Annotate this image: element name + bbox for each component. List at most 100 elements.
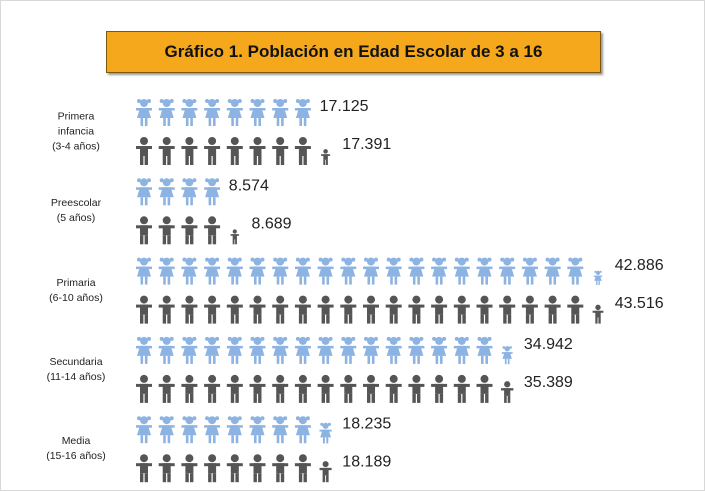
value-label: 18.235 [342,415,391,432]
icon [567,257,584,285]
value-label: 8.689 [252,216,292,233]
icon [499,257,516,285]
icon [249,416,266,444]
icon [249,454,266,483]
value-label: 43.516 [615,295,664,312]
icon [408,336,425,364]
icon [317,257,334,285]
icon [204,416,221,444]
icon [226,295,243,324]
icon [294,257,311,285]
icon [340,257,357,285]
icon [294,336,311,364]
icon [294,416,311,444]
icon [363,374,379,403]
icon [226,137,243,165]
icon [272,295,289,324]
value-label: 42.886 [615,257,664,274]
icon [499,295,516,324]
category-label: Primera infancia (3-4 años) [52,110,100,153]
category-label: Preescolar (5 años) [50,197,102,225]
icon [294,137,311,165]
icon [204,336,221,364]
value-label: 17.391 [342,136,391,153]
icon [385,374,402,403]
icon [226,454,243,483]
icon [158,374,175,403]
icon [453,374,470,403]
icon-row [136,416,332,444]
icon [158,216,175,245]
icon [544,295,561,324]
icon [431,336,448,364]
icon-row [136,216,240,245]
icon-row [136,454,332,483]
icon [204,257,221,285]
icon [204,137,221,165]
icon [181,336,198,364]
icon [136,336,152,364]
icon [272,374,289,403]
icon [500,381,514,403]
icon [249,137,266,165]
icon [453,336,470,364]
value-label: 35.389 [524,374,573,391]
icon [181,178,198,206]
category-label: Media (15-16 años) [46,435,106,463]
icon [204,374,221,403]
icon [453,295,470,324]
icon [136,454,152,483]
icon [226,374,243,403]
icon [158,99,175,126]
icon [431,295,448,324]
value-label: 18.189 [342,453,391,470]
icon [249,257,266,285]
icon [158,336,175,364]
icon [294,99,311,126]
icon [249,336,266,364]
icon [453,257,470,285]
icon [136,374,152,403]
icon [272,454,289,483]
icon [136,216,152,245]
icon-row [136,374,514,403]
icon [408,257,425,285]
icon [294,374,311,403]
icon [136,295,152,324]
icon [158,257,175,285]
icon [181,137,198,165]
icon [181,99,198,126]
icon [204,295,221,324]
icon [476,374,493,403]
icon [272,336,289,364]
category-label: Secundaria (11-14 años) [46,355,106,383]
icon [476,257,493,285]
icon [158,295,175,324]
icon [272,99,289,126]
icon [181,257,198,285]
icon [501,346,513,365]
icon [204,454,221,483]
icon [317,295,334,324]
icon [363,257,379,285]
icon [136,99,152,126]
icon [363,295,379,324]
icon-row [136,257,603,286]
icon [226,336,243,364]
icon [272,257,289,285]
icon [385,295,402,324]
icon [136,178,152,206]
icon [408,374,425,403]
icon [593,270,603,286]
icon [226,257,243,285]
icon [317,374,334,403]
icon [204,178,221,206]
icon [592,304,604,324]
icon [363,336,379,364]
icon [340,295,357,324]
icon-row [136,99,311,126]
icon [249,295,266,324]
icon [249,99,266,126]
